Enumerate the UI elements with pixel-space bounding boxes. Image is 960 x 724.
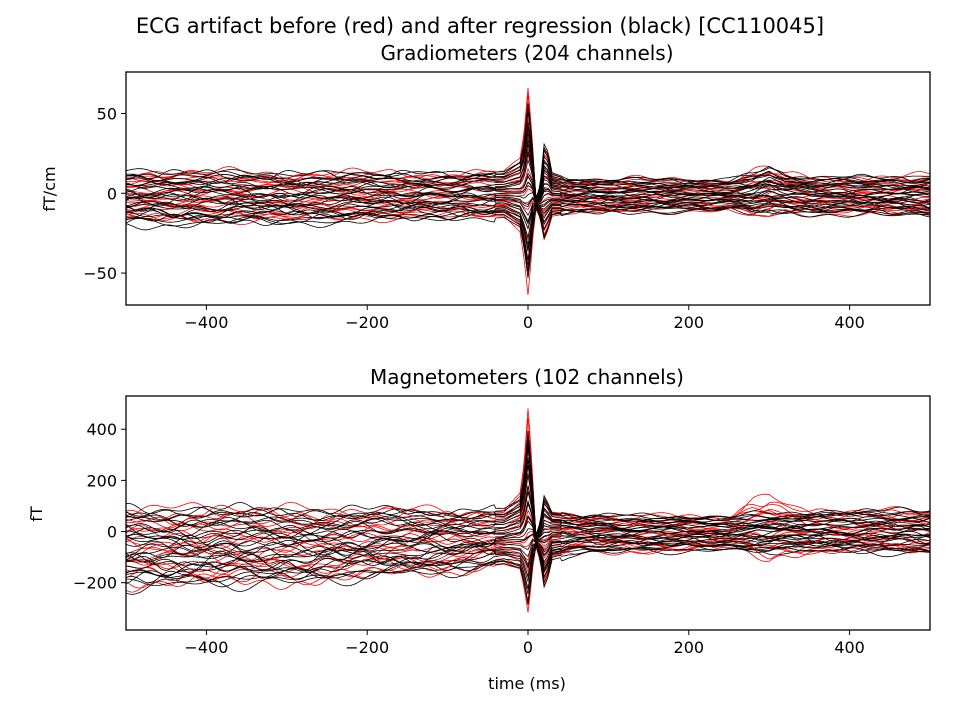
gradiometers-traces <box>126 87 930 295</box>
gradiometers-panel: Gradiometers (204 channels) fT/cm −400 −2… <box>40 41 931 332</box>
after-regression-channel-trace <box>126 543 930 603</box>
magnetometers-ylabel: fT <box>27 506 46 522</box>
before-regression-channel-trace <box>126 473 930 541</box>
after-regression-channel-trace <box>126 158 930 203</box>
before-regression-channel-trace <box>126 509 930 555</box>
x-tick-label: −200 <box>345 638 389 657</box>
before-regression-channel-trace <box>126 87 930 202</box>
after-regression-channel-trace <box>126 103 930 199</box>
after-regression-channel-trace <box>126 200 930 252</box>
gradiometers-title: Gradiometers (204 channels) <box>380 41 673 65</box>
after-regression-channel-trace <box>126 107 930 199</box>
y-tick-label: 50 <box>97 104 117 123</box>
after-regression-channel-trace <box>126 514 930 552</box>
x-tick-label: −400 <box>184 638 228 657</box>
after-regression-channel-trace <box>126 485 930 540</box>
after-regression-channel-trace <box>126 531 930 559</box>
figure-suptitle: ECG artifact before (red) and after regr… <box>136 14 824 38</box>
before-regression-channel-trace <box>126 200 930 240</box>
y-tick-label: 400 <box>86 420 117 439</box>
after-regression-channel-trace <box>126 465 930 539</box>
magnetometers-title: Magnetometers (102 channels) <box>370 365 684 389</box>
after-regression-channel-trace <box>126 545 930 605</box>
after-regression-channel-trace <box>126 193 930 209</box>
x-tick-label: −400 <box>184 313 228 332</box>
after-regression-channel-trace <box>126 540 930 584</box>
after-regression-channel-trace <box>126 196 930 223</box>
magnetometers-xlabel: time (ms) <box>488 674 566 693</box>
after-regression-channel-trace <box>126 140 930 202</box>
y-tick-label: 0 <box>107 523 117 542</box>
after-regression-channel-trace <box>126 457 930 538</box>
after-regression-channel-trace <box>126 528 930 560</box>
gradiometers-ticks: −400 −200 0 200 400 −50 0 50 <box>83 104 865 332</box>
after-regression-channel-trace <box>126 205 930 260</box>
after-regression-channel-trace <box>126 205 930 272</box>
after-regression-channel-trace <box>126 442 930 537</box>
before-regression-channel-trace <box>126 528 930 562</box>
x-tick-label: 400 <box>834 638 865 657</box>
magnetometers-panel: Magnetometers (102 channels) fT time (ms… <box>27 365 931 693</box>
after-regression-channel-trace <box>126 437 930 537</box>
after-regression-channel-trace <box>126 181 930 204</box>
after-regression-channel-trace <box>126 200 930 245</box>
magnetometers-ticks: −400 −200 0 200 400 −200 0 200 400 <box>73 420 865 657</box>
before-regression-channel-trace <box>126 206 930 277</box>
after-regression-channel-trace <box>126 144 930 202</box>
after-regression-channel-trace <box>126 538 930 578</box>
after-regression-channel-trace <box>126 535 930 563</box>
x-tick-label: 200 <box>674 313 705 332</box>
after-regression-channel-trace <box>126 122 930 200</box>
y-tick-label: 200 <box>86 471 117 490</box>
after-regression-channel-trace <box>126 206 930 279</box>
after-regression-channel-trace <box>126 538 930 572</box>
after-regression-channel-trace <box>126 474 930 540</box>
y-tick-label: 0 <box>107 184 117 203</box>
before-regression-channel-trace <box>126 490 930 545</box>
after-regression-channel-trace <box>126 202 930 249</box>
after-regression-channel-trace <box>126 535 930 574</box>
after-regression-channel-trace <box>126 541 930 579</box>
x-tick-label: 400 <box>834 313 865 332</box>
y-tick-label: −50 <box>83 264 117 283</box>
x-tick-label: 0 <box>523 313 533 332</box>
magnetometers-traces <box>126 408 930 613</box>
after-regression-channel-trace <box>126 430 930 536</box>
x-tick-label: 0 <box>523 638 533 657</box>
before-regression-channel-trace <box>126 196 930 211</box>
after-regression-channel-trace <box>126 112 930 199</box>
after-regression-channel-trace <box>126 198 930 239</box>
x-tick-label: −200 <box>345 313 389 332</box>
before-regression-channel-trace <box>126 408 930 537</box>
before-regression-channel-trace <box>126 418 930 538</box>
gradiometers-ylabel: fT/cm <box>40 166 59 211</box>
y-tick-label: −200 <box>73 574 117 593</box>
magnetometers-axes-frame <box>125 395 931 631</box>
after-regression-channel-trace <box>126 190 930 204</box>
before-regression-channel-trace <box>126 545 930 613</box>
x-tick-label: 200 <box>674 638 705 657</box>
gradiometers-axes-frame <box>125 71 931 306</box>
after-regression-channel-trace <box>126 491 930 540</box>
after-regression-channel-trace <box>126 543 930 589</box>
after-regression-channel-trace <box>126 185 930 204</box>
after-regression-channel-trace <box>126 172 930 203</box>
after-regression-channel-trace <box>126 176 930 203</box>
after-regression-channel-trace <box>126 191 930 217</box>
